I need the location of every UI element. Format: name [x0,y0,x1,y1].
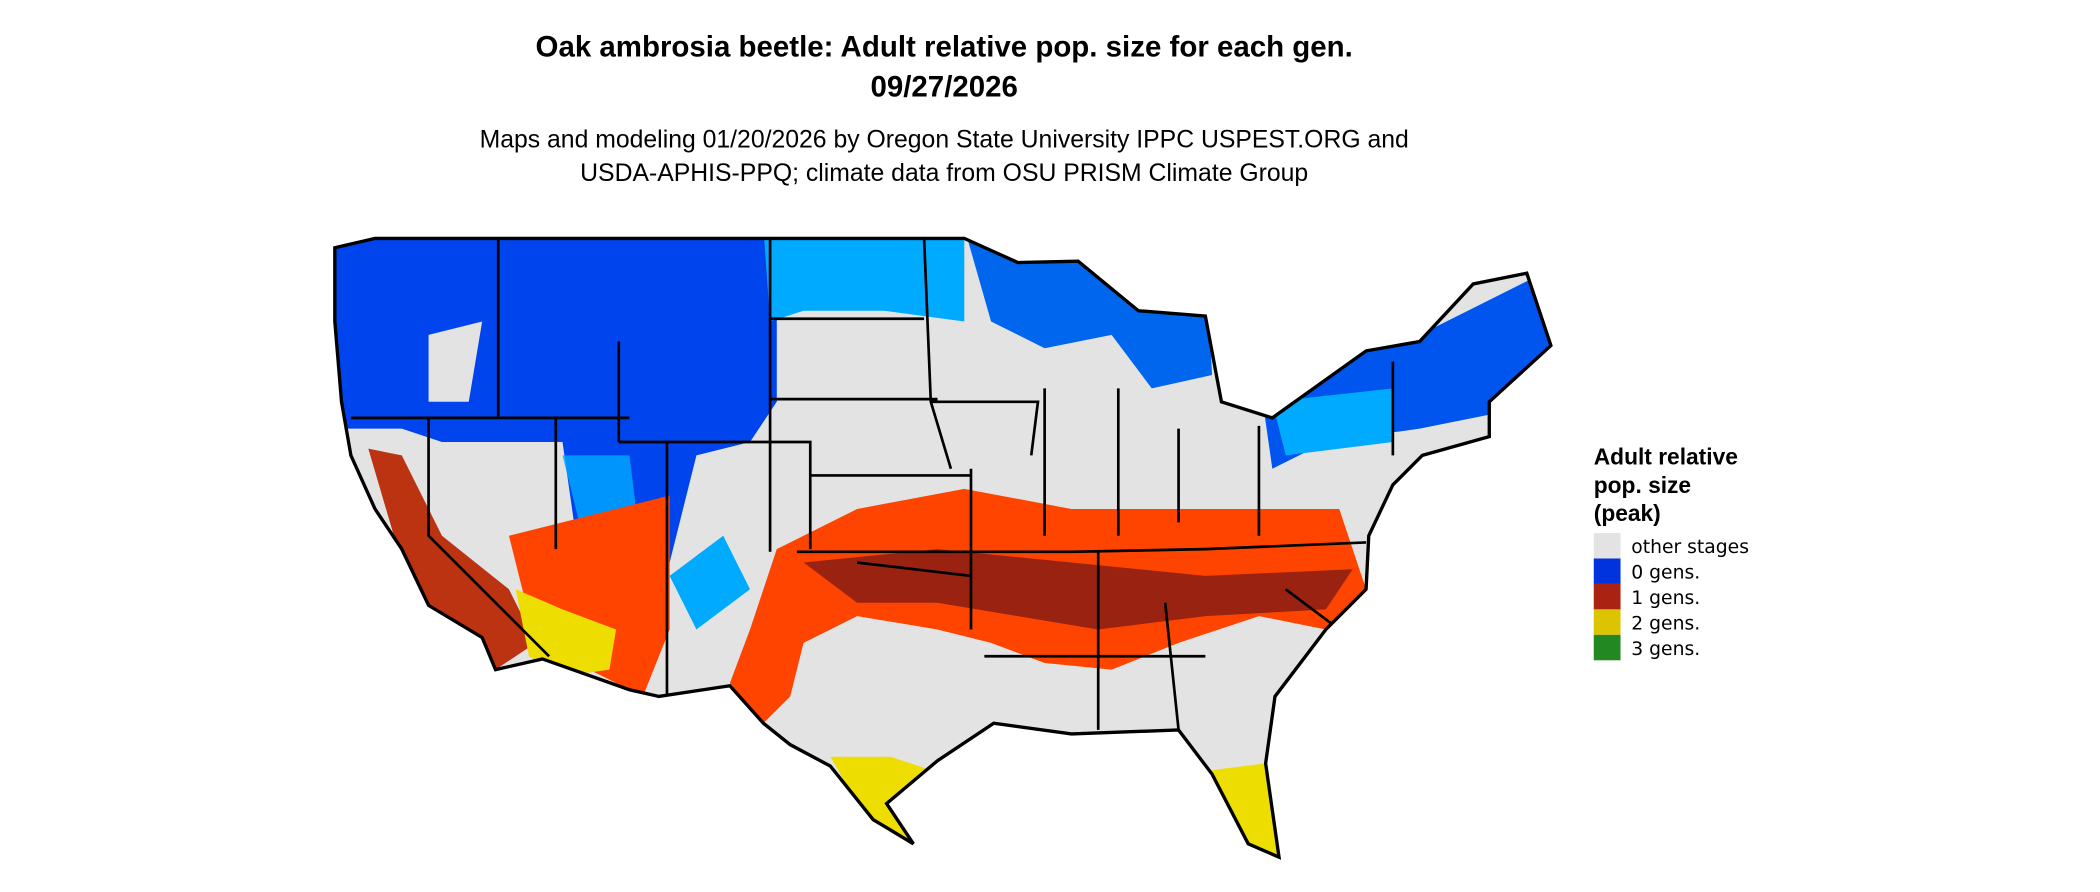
state-borders [350,238,1395,731]
subtitle-line-1: Maps and modeling 01/20/2026 by Oregon S… [480,126,1409,153]
legend-swatch [1593,533,1621,559]
legend: Adult relative pop. size (peak) other st… [1593,444,1749,661]
legend-title-line-2: pop. size [1594,472,1691,498]
legend-swatch [1593,558,1621,584]
legend-title-line-3: (peak) [1594,500,1661,526]
legend-swatch [1593,634,1621,661]
legend-label: 2 gens. [1631,613,1700,634]
map-date: 09/27/2026 [870,70,1017,103]
map-title: Oak ambrosia beetle: Adult relative pop.… [536,30,1353,63]
us-map [334,238,1551,858]
zero-gens-region [334,238,1551,630]
legend-swatch [1593,609,1621,635]
legend-label: 3 gens. [1631,639,1700,660]
subtitle-line-2: USDA-APHIS-PPQ; climate data from OSU PR… [580,160,1308,187]
legend-label: 1 gens. [1631,588,1700,609]
legend-swatch [1593,583,1621,610]
legend-title-line-1: Adult relative [1594,444,1738,470]
legend-label: other stages [1631,537,1749,558]
legend-label: 0 gens. [1631,563,1700,584]
